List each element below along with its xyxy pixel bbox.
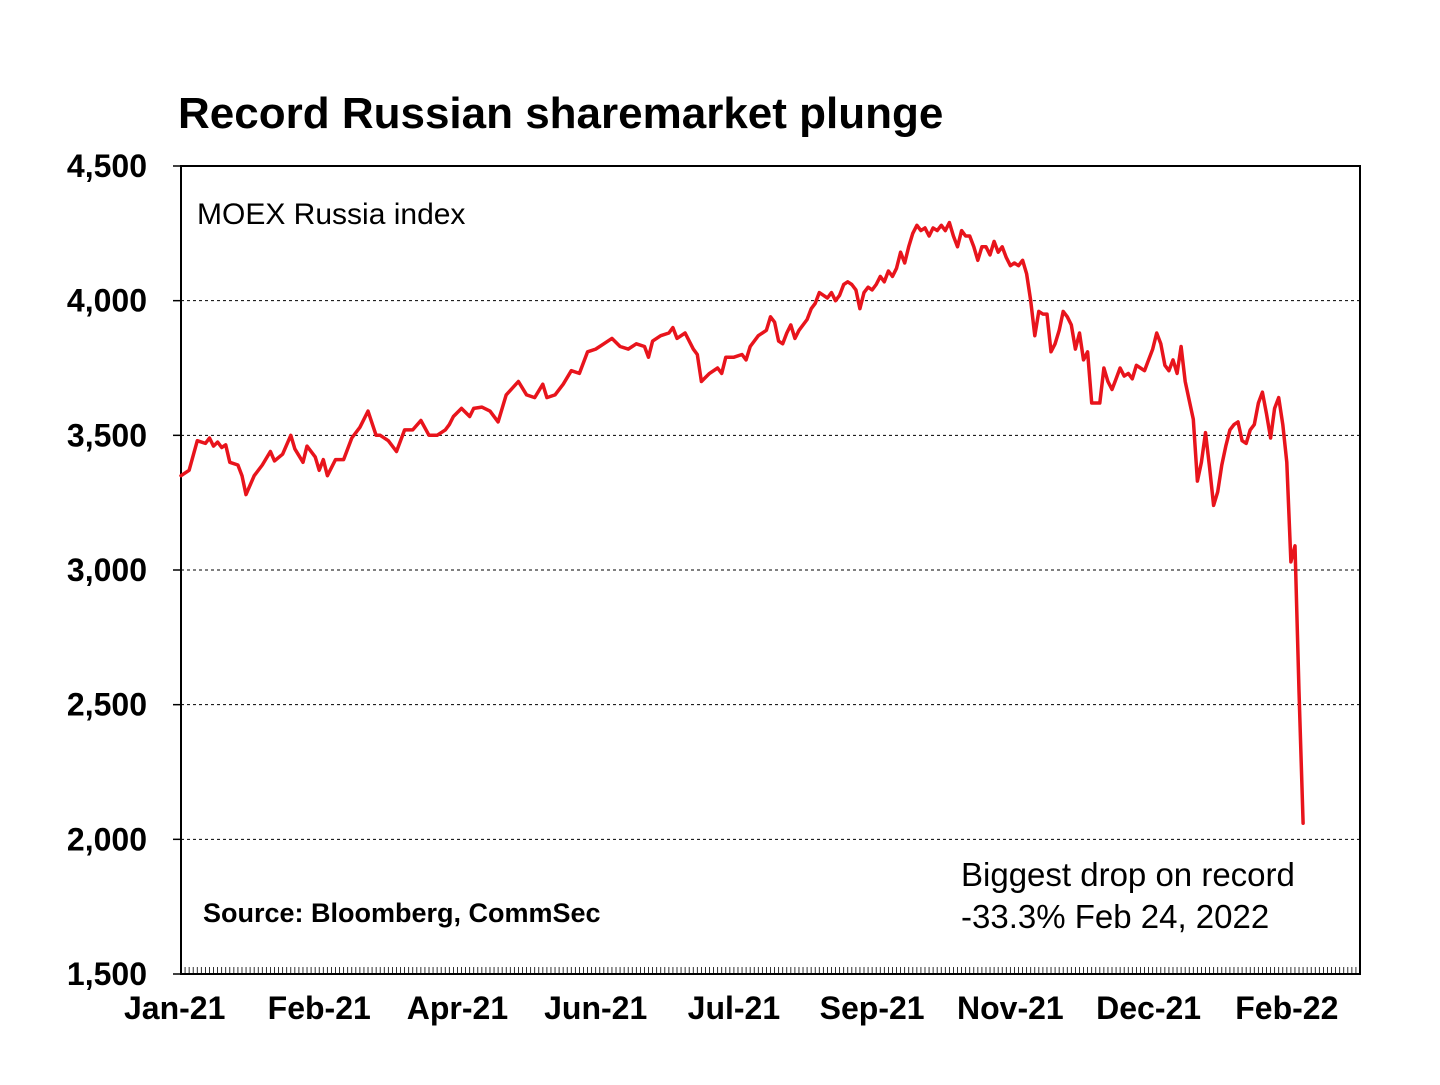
source-note: Source: Bloomberg, CommSec xyxy=(203,898,601,928)
annotation-line-2: -33.3% Feb 24, 2022 xyxy=(961,898,1269,935)
y-axis: 1,500 2,000 2,500 3,000 3,500 4,000 4,500 xyxy=(67,148,181,992)
y-tick-label: 2,500 xyxy=(67,687,147,723)
x-tick-label: Apr-21 xyxy=(407,990,508,1026)
y-tick-label: 3,500 xyxy=(67,417,147,453)
y-tick-label: 1,500 xyxy=(67,956,147,992)
x-axis-minor-ticks xyxy=(180,967,1361,974)
x-tick-label: Jul-21 xyxy=(688,990,780,1026)
x-tick-label: Dec-21 xyxy=(1096,990,1201,1026)
y-tick-label: 4,500 xyxy=(67,148,147,184)
x-axis: Jan-21 Feb-21 Apr-21 Jun-21 Jul-21 Sep-21 Nov-… xyxy=(124,990,1338,1026)
x-tick-label: Feb-22 xyxy=(1235,990,1338,1026)
gridlines xyxy=(181,300,1360,840)
x-tick-label: Feb-21 xyxy=(268,990,371,1026)
x-tick-label: Sep-21 xyxy=(820,990,925,1026)
x-tick-label: Jan-21 xyxy=(124,990,225,1026)
y-tick-label: 3,000 xyxy=(67,552,147,588)
y-tick-label: 4,000 xyxy=(67,283,147,319)
x-tick-label: Nov-21 xyxy=(957,990,1064,1026)
annotation-line-1: Biggest drop on record xyxy=(961,856,1295,893)
series-line-moex xyxy=(179,220,1305,825)
y-tick-label: 2,000 xyxy=(67,821,147,857)
x-tick-label: Jun-21 xyxy=(544,990,647,1026)
series-label: MOEX Russia index xyxy=(197,198,465,231)
chart-title: Record Russian sharemarket plunge xyxy=(178,89,943,138)
